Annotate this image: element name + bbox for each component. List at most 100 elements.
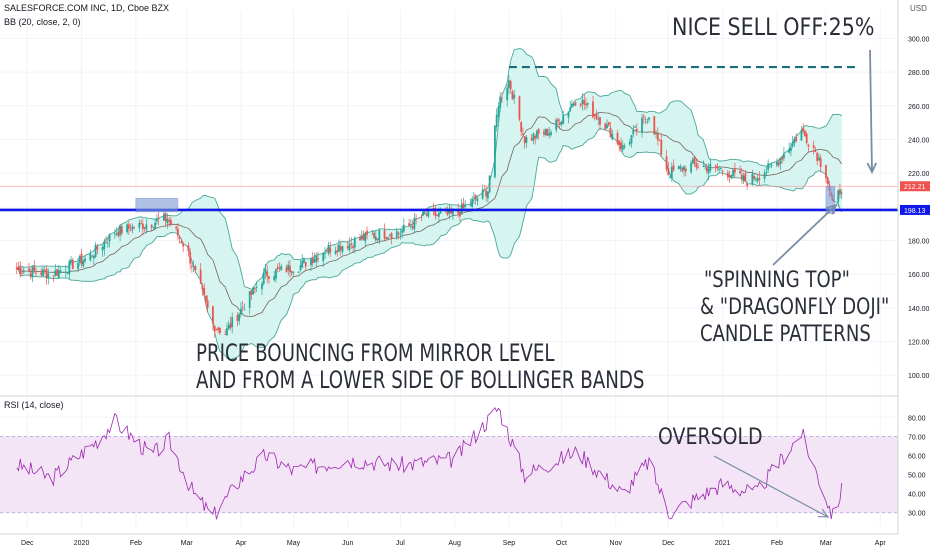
candle-body [560,121,563,125]
candle-body [383,230,386,239]
price-tick-label: 160.00 [908,272,930,279]
candle-body [481,189,484,199]
time-tick-label: Apr [875,540,887,547]
candle-body [145,224,148,230]
candle-body [255,287,258,288]
candle-body [56,269,58,276]
candle-body [341,246,344,252]
candle-body [362,233,365,241]
candle-body [646,121,649,123]
candle-body [793,139,796,144]
rsi-tick-label: 80.00 [908,415,926,422]
candle-body [388,235,391,237]
candle-body [366,230,368,235]
candle-body [532,133,535,141]
candle-body [66,272,69,274]
candle-body [572,103,575,106]
candle-body [94,244,97,257]
candle-body [779,158,782,164]
mirror-level-tag-label: 198.13 [904,208,926,215]
candle-body [669,176,671,178]
time-tick-label: 2020 [74,540,90,547]
candle-body [215,329,218,330]
candle-body [620,142,622,149]
candle-body [127,224,130,229]
candle-body [562,115,565,124]
candle-body [714,165,717,167]
price-tick-label: 120.00 [908,339,930,346]
candle-body [229,323,232,329]
candle-body [683,166,685,171]
candle-body [317,258,319,260]
candle-body [164,212,167,222]
candle-body [276,266,279,269]
candle-body [182,243,185,247]
candle-body [579,104,582,106]
candle-body [437,212,440,217]
candle-body [189,251,192,264]
time-tick-label: Aug [448,540,461,547]
candle-body [555,119,558,130]
candle-body [704,165,706,167]
axis-background [898,0,932,550]
candle-body [816,152,819,161]
sell-off-arrow-head [866,162,878,175]
price-tick-label: 220.00 [908,171,930,178]
candle-body [42,269,44,276]
candle-body [718,168,721,170]
candle-body [656,133,659,140]
candle-body [280,265,283,271]
candle-body [152,227,155,229]
candle-body [327,245,330,254]
candle-body [672,165,675,170]
candle-body [360,236,363,240]
candle-body [154,222,157,229]
candle-body [702,165,705,167]
candle-body [522,133,524,135]
candle-body [754,179,757,181]
candle-body [395,231,398,237]
candle-body [523,136,526,144]
candle-body [623,145,626,148]
candle-body [92,256,95,259]
candle-body [805,133,808,144]
candle-body [558,122,561,125]
candle-body [35,272,37,274]
candle-body [227,325,230,329]
candle-body [261,283,263,290]
time-tick-label: Jul [396,540,405,547]
candle-body [17,266,20,269]
candle-body [609,127,612,138]
candle-body [525,137,528,143]
oversold-arrow [713,455,829,518]
candle-body [166,219,169,224]
candle-body [150,224,153,228]
candle-body [243,309,246,311]
candle-body [273,276,276,281]
candle-body [78,255,81,263]
candle-body [506,87,509,101]
bounce-annotation-line1: PRICE BOUNCING FROM MIRROR LEVEL [196,339,555,367]
spinning-top-annotation-line1: "SPINNING TOP" [704,268,850,293]
candle-body [22,270,25,273]
candle-body [483,189,486,191]
candle-body [439,211,442,214]
candle-body [658,139,661,141]
candle-body [487,191,489,199]
time-tick-label: Dec [662,540,675,547]
candle-body [569,107,572,111]
candle-body [604,123,607,130]
candle-body [726,172,729,178]
rsi-tick-label: 50.00 [908,473,926,480]
candle-body [264,269,267,274]
candle-body [324,253,326,254]
candle-body [115,233,118,235]
candle-body [240,308,242,315]
candle-body [401,230,403,233]
candle-body [606,124,608,129]
candle-body [679,166,682,169]
candle-body [287,264,290,271]
sell-off-annotation: NICE SELL OFF:25% [672,13,875,41]
